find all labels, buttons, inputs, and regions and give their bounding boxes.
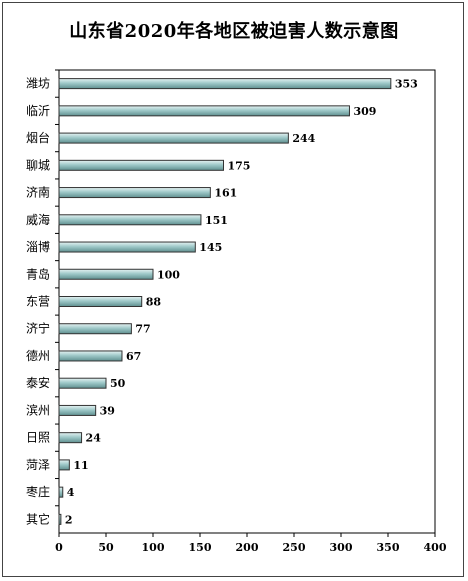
category-label: 淄博 <box>26 239 50 254</box>
data-label: 50 <box>110 377 126 390</box>
bar <box>58 241 196 253</box>
data-label: 67 <box>126 350 141 363</box>
data-label: 353 <box>395 78 418 91</box>
data-label: 11 <box>73 459 88 472</box>
data-label: 175 <box>228 159 251 172</box>
bar <box>58 350 123 362</box>
category-label: 临沂 <box>26 104 50 118</box>
bar <box>58 323 132 335</box>
data-label: 2 <box>65 513 73 526</box>
data-label: 24 <box>86 432 102 445</box>
category-label: 济宁 <box>26 321 50 336</box>
x-tick-label: 200 <box>236 541 259 554</box>
x-tick-label: 400 <box>424 541 447 554</box>
bar <box>58 268 154 280</box>
category-label: 潍坊 <box>26 76 50 91</box>
data-label: 39 <box>100 404 115 417</box>
bar <box>58 296 143 307</box>
bar <box>58 105 350 117</box>
category-label: 日照 <box>26 431 50 445</box>
data-label: 151 <box>205 214 228 227</box>
category-label: 聊城 <box>26 158 50 172</box>
bar <box>58 513 62 525</box>
bar <box>58 432 83 444</box>
chart-frame: 山东省2020年各地区被迫害人数示意图 0 50 100 150 200 250 300 35… <box>2 2 464 577</box>
category-label: 威海 <box>26 212 50 227</box>
x-tick-label: 250 <box>283 541 306 554</box>
data-label: 100 <box>157 268 180 281</box>
data-label: 77 <box>135 323 150 336</box>
category-label: 济南 <box>26 185 50 200</box>
data-label: 145 <box>199 241 222 254</box>
category-label: 其它 <box>26 511 50 526</box>
bar <box>58 214 202 226</box>
bar <box>58 78 392 90</box>
data-label: 244 <box>292 132 315 145</box>
x-tick-label: 350 <box>377 541 400 554</box>
category-label: 烟台 <box>26 130 50 145</box>
data-label: 88 <box>146 296 162 309</box>
x-tick-label: 100 <box>142 541 165 554</box>
bar <box>58 132 289 144</box>
bar <box>58 159 224 171</box>
category-label: 青岛 <box>26 266 50 281</box>
x-tick-label: 150 <box>189 541 212 554</box>
category-label: 泰安 <box>26 375 50 390</box>
x-tick-label: 300 <box>330 541 353 554</box>
bar <box>58 486 64 498</box>
category-label: 枣庄 <box>26 484 50 499</box>
category-label: 菏泽 <box>26 458 50 472</box>
bar <box>58 459 70 471</box>
category-label: 滨州 <box>26 402 50 417</box>
category-label: 东营 <box>26 295 50 309</box>
bar <box>58 404 97 416</box>
data-label: 4 <box>67 486 75 499</box>
bar <box>58 187 211 199</box>
data-label: 309 <box>353 105 376 118</box>
chart-title: 山东省2020年各地区被迫害人数示意图 <box>69 21 399 42</box>
data-label: 161 <box>214 187 237 200</box>
x-tick-label: 50 <box>98 541 114 554</box>
category-label: 德州 <box>26 348 50 363</box>
x-tick-label: 0 <box>55 541 63 554</box>
bar <box>58 377 107 389</box>
